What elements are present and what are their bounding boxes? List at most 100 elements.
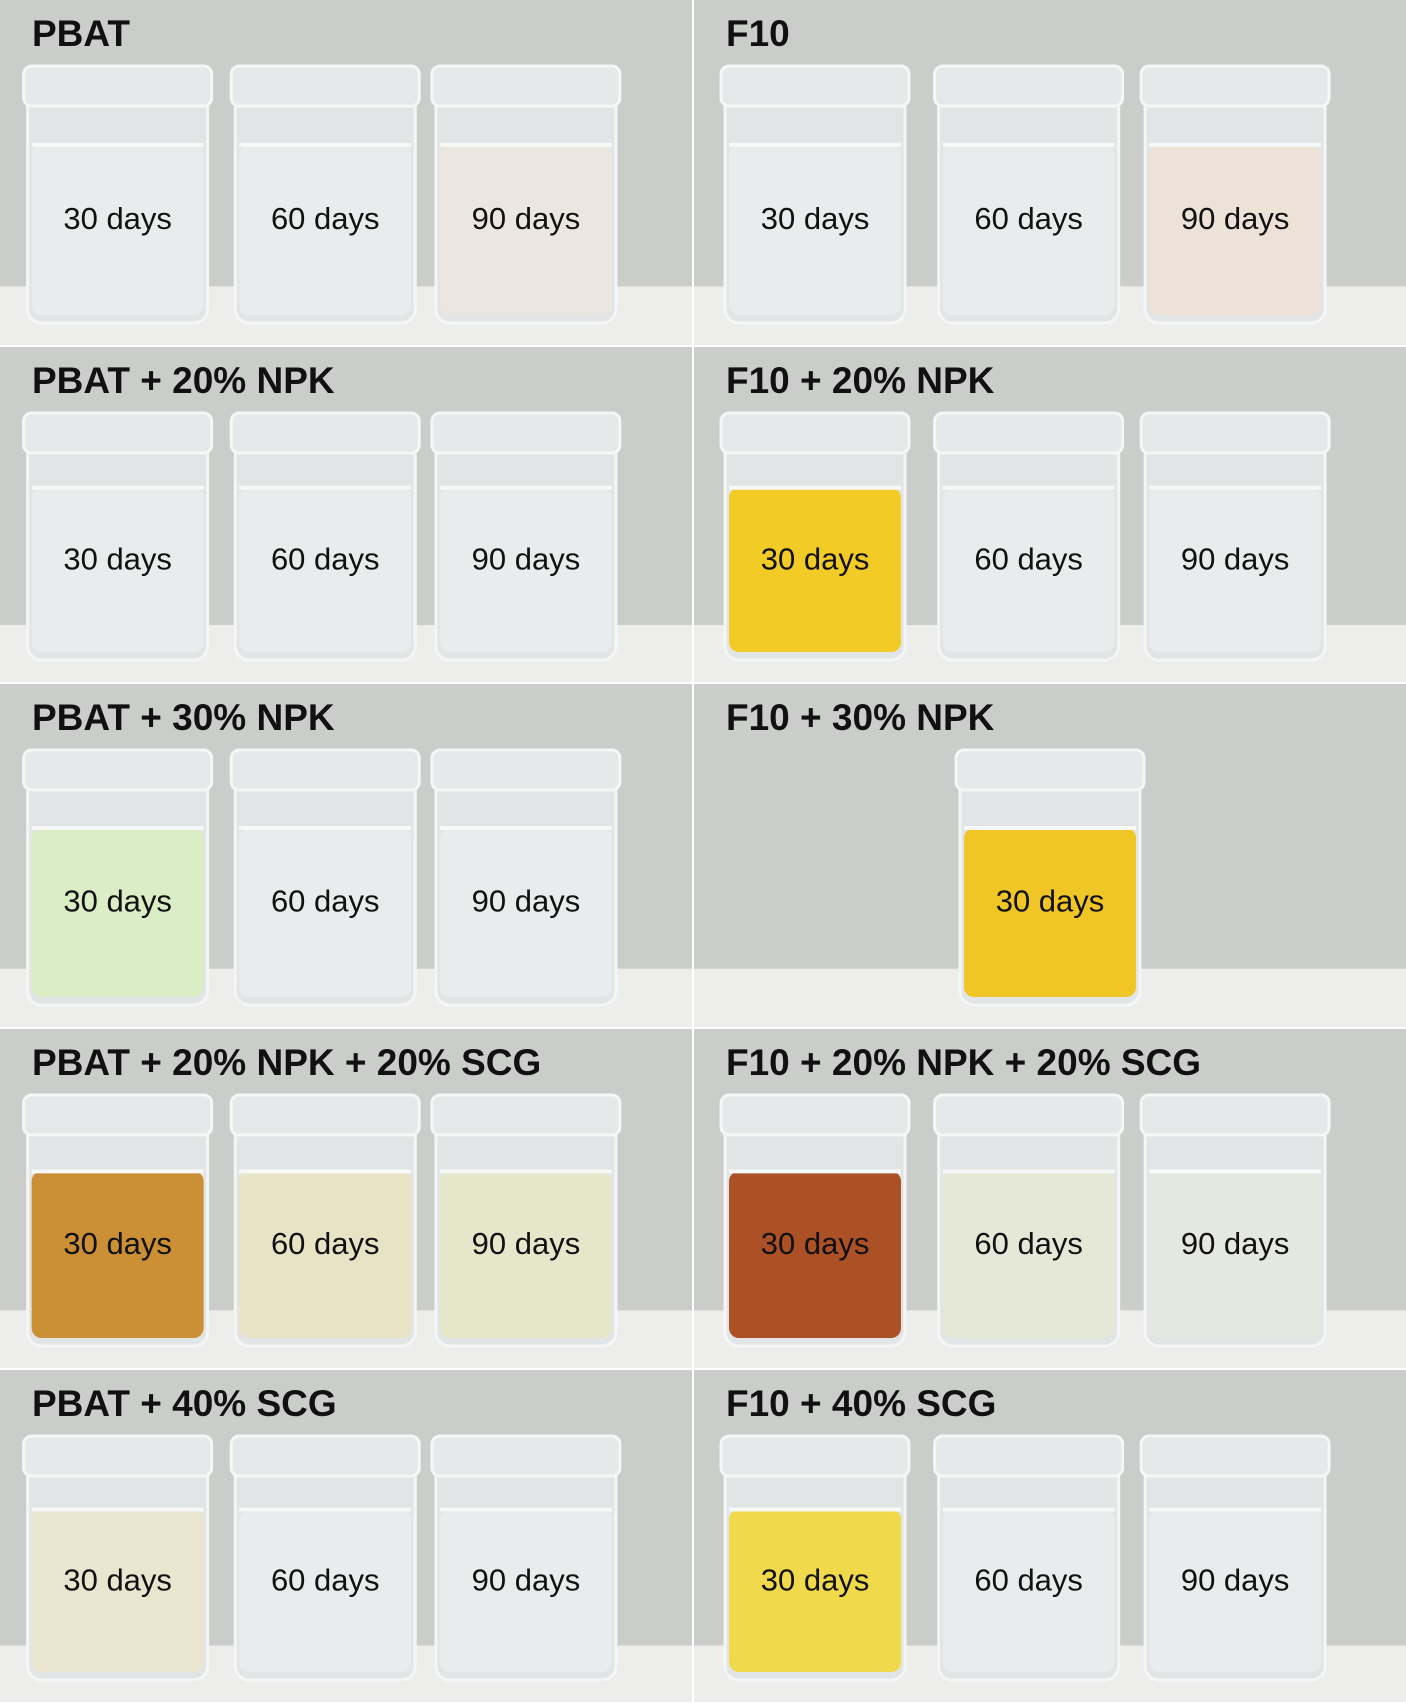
jar: 30 days	[22, 748, 214, 1007]
jar: 30 days	[22, 1093, 214, 1348]
jar-liquid	[439, 1509, 612, 1672]
panel: F10 + 40% SCG 30 days 60 days 90 days	[694, 1370, 1406, 1702]
jar: 90 days	[430, 64, 622, 325]
jar-cap	[229, 64, 421, 108]
jar-label: 60 days	[974, 1226, 1083, 1261]
jar-liquid	[239, 828, 412, 997]
jar-liquid	[729, 144, 902, 315]
panel: PBAT 30 days 60 days 90 days	[0, 0, 692, 345]
jar-cap	[1139, 1093, 1331, 1137]
panel-title: F10 + 30% NPK	[726, 697, 995, 738]
panel-title: F10 + 40% SCG	[726, 1383, 996, 1424]
jar-cap	[430, 1434, 622, 1478]
panel: F10 + 20% NPK 30 days 60 days 90 days	[694, 347, 1406, 682]
jar-liquid	[964, 828, 1136, 997]
jar: 90 days	[430, 1434, 622, 1682]
jar: 60 days	[229, 1093, 421, 1348]
jar-label: 30 days	[761, 1563, 870, 1598]
jar-cap	[22, 1093, 214, 1137]
jar-liquid	[31, 144, 204, 315]
jar-liquid	[239, 1171, 412, 1338]
jar-label: 60 days	[974, 201, 1083, 236]
jar-cap	[430, 411, 622, 455]
jar-liquid	[439, 144, 612, 315]
jar-liquid	[942, 487, 1115, 652]
jar-cap	[954, 748, 1146, 792]
jar-liquid	[239, 144, 412, 315]
jar-liquid	[439, 487, 612, 652]
jar-label: 90 days	[1181, 201, 1290, 236]
jar: 90 days	[1139, 64, 1331, 325]
jar-liquid	[729, 1171, 902, 1338]
jar-label: 30 days	[761, 201, 870, 236]
jar-cap	[229, 411, 421, 455]
panel: F10 + 20% NPK + 20% SCG 30 days 60 days 90 …	[694, 1029, 1406, 1368]
jar: 90 days	[430, 1093, 622, 1348]
jar-liquid	[31, 1171, 204, 1338]
jar-label: 30 days	[761, 542, 870, 577]
jar-liquid	[1149, 144, 1322, 315]
jar-label: 60 days	[271, 884, 380, 919]
jar-label: 90 days	[472, 542, 581, 577]
jar-cap	[933, 1434, 1125, 1478]
panel-title: F10 + 20% NPK	[726, 360, 995, 401]
jar-liquid	[1149, 1509, 1322, 1672]
jar-label: 60 days	[271, 201, 380, 236]
jar: 30 days	[719, 64, 911, 325]
jar-cap	[719, 64, 911, 108]
jar: 90 days	[430, 748, 622, 1007]
jar-label: 90 days	[472, 201, 581, 236]
jar: 90 days	[1139, 1434, 1331, 1682]
jar-liquid	[1149, 1171, 1322, 1338]
jar-liquid	[729, 487, 902, 652]
panel: PBAT + 30% NPK 30 days 60 days 90 days	[0, 684, 692, 1027]
jar-label: 60 days	[271, 542, 380, 577]
jar-label: 90 days	[1181, 542, 1290, 577]
jar: 90 days	[1139, 1093, 1331, 1348]
panel-title: PBAT + 20% NPK + 20% SCG	[32, 1042, 541, 1083]
jar-label: 60 days	[271, 1226, 380, 1261]
jar-liquid	[31, 487, 204, 652]
jar-liquid	[239, 1509, 412, 1672]
jar-label: 30 days	[63, 884, 172, 919]
jar-cap	[430, 64, 622, 108]
jar-liquid	[942, 144, 1115, 315]
jar: 60 days	[933, 1434, 1125, 1682]
jar-label: 30 days	[63, 542, 172, 577]
jar: 60 days	[933, 1093, 1125, 1348]
jar-label: 30 days	[63, 1226, 172, 1261]
jar: 60 days	[229, 1434, 421, 1682]
panel-title: PBAT + 20% NPK	[32, 360, 335, 401]
jar: 30 days	[719, 1093, 911, 1348]
jar-label: 90 days	[472, 1226, 581, 1261]
jar-cap	[22, 64, 214, 108]
jar-cap	[719, 411, 911, 455]
jar-label: 60 days	[271, 1563, 380, 1598]
jar-cap	[430, 1093, 622, 1137]
panel: PBAT + 20% NPK + 20% SCG 30 days 60 days 90…	[0, 1029, 692, 1368]
jar-cap	[229, 1093, 421, 1137]
jar-liquid	[31, 1509, 204, 1672]
jar: 60 days	[229, 748, 421, 1007]
panel-title: PBAT + 40% SCG	[32, 1383, 337, 1424]
panel-title: PBAT	[32, 13, 130, 54]
jar-label: 90 days	[472, 884, 581, 919]
jar-label: 30 days	[63, 1563, 172, 1598]
jar-cap	[933, 411, 1125, 455]
jar-cap	[22, 411, 214, 455]
panel: PBAT + 40% SCG 30 days 60 days 90 days	[0, 1370, 692, 1702]
jar-cap	[1139, 1434, 1331, 1478]
jar: 30 days	[22, 64, 214, 325]
jar-liquid	[239, 487, 412, 652]
panel: PBAT + 20% NPK 30 days 60 days 90 days	[0, 347, 692, 682]
panel-title: F10	[726, 13, 790, 54]
jar: 90 days	[1139, 411, 1331, 662]
jar-liquid	[1149, 487, 1322, 652]
jar-label: 90 days	[1181, 1226, 1290, 1261]
jar-cap	[430, 748, 622, 792]
jar-cap	[229, 1434, 421, 1478]
jar-cap	[1139, 64, 1331, 108]
jar-liquid	[942, 1171, 1115, 1338]
jar: 30 days	[22, 411, 214, 662]
